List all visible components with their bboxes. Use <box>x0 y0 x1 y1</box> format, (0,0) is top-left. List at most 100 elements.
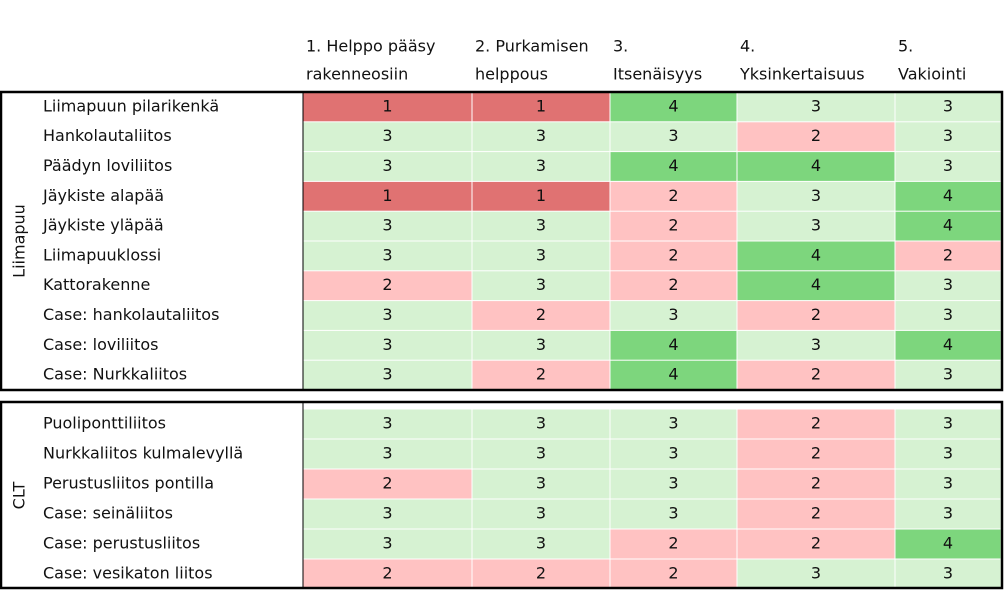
cell <box>737 360 895 390</box>
group-label: Liimapuu <box>10 204 29 278</box>
cell <box>472 241 610 271</box>
cell <box>895 92 1001 122</box>
cell <box>610 360 737 390</box>
cell <box>737 559 895 589</box>
cell <box>303 330 472 360</box>
cell <box>610 181 737 211</box>
cell <box>610 409 737 439</box>
cell-value: 3 <box>536 444 546 463</box>
cell-value: 1 <box>536 96 546 115</box>
column-header: 4. <box>740 37 755 56</box>
column-header: helppous <box>475 65 548 84</box>
cell-value: 3 <box>943 564 953 583</box>
cell <box>303 181 472 211</box>
cell-value: 2 <box>811 414 821 433</box>
cell <box>303 360 472 390</box>
cell-value: 3 <box>382 365 392 384</box>
cell-value: 3 <box>668 504 678 523</box>
cell-value: 4 <box>943 186 953 205</box>
cell-value: 3 <box>943 275 953 294</box>
cell-value: 3 <box>382 444 392 463</box>
cell <box>895 152 1001 181</box>
cell-value: 2 <box>668 275 678 294</box>
cell-value: 4 <box>811 275 821 294</box>
cell <box>610 92 737 122</box>
cell <box>895 559 1001 589</box>
cell-value: 1 <box>382 186 392 205</box>
cell <box>472 92 610 122</box>
cell-value: 3 <box>811 96 821 115</box>
cell <box>303 241 472 271</box>
cell-value: 3 <box>668 444 678 463</box>
cell <box>303 301 472 330</box>
cell <box>737 330 895 360</box>
cell <box>737 499 895 529</box>
column-header: rakenneosiin <box>306 65 408 84</box>
cell-value: 3 <box>536 275 546 294</box>
cell <box>610 271 737 301</box>
cell-value: 3 <box>382 335 392 354</box>
cell-value: 3 <box>382 534 392 553</box>
cell-value: 2 <box>811 365 821 384</box>
row-label: Case: seinäliitos <box>43 504 173 523</box>
cell-value: 3 <box>382 126 392 145</box>
cell-value: 3 <box>382 414 392 433</box>
cell-value: 3 <box>668 126 678 145</box>
row-label: Liimapuuklossi <box>43 245 161 264</box>
cell-value: 3 <box>382 305 392 324</box>
cell-value: 1 <box>536 186 546 205</box>
cell-value: 3 <box>943 96 953 115</box>
row-label: Case: vesikaton liitos <box>43 564 213 583</box>
cell-value: 3 <box>811 186 821 205</box>
cell-value: 3 <box>536 126 546 145</box>
cell <box>472 469 610 499</box>
cell-value: 3 <box>811 216 821 235</box>
cell <box>472 529 610 559</box>
cell <box>472 122 610 152</box>
cell <box>472 409 610 439</box>
cell-value: 2 <box>811 534 821 553</box>
cell-value: 2 <box>811 126 821 145</box>
cell-value: 3 <box>943 156 953 175</box>
cell <box>610 330 737 360</box>
row-label: Puoliponttiliitos <box>43 414 166 433</box>
cell <box>737 241 895 271</box>
cell-value: 3 <box>668 414 678 433</box>
cell <box>895 360 1001 390</box>
cell <box>303 529 472 559</box>
row-label: Case: loviliitos <box>43 335 159 354</box>
cell <box>303 439 472 469</box>
cell <box>303 409 472 439</box>
cell <box>303 271 472 301</box>
cell-value: 4 <box>668 156 678 175</box>
cell <box>472 181 610 211</box>
row-label: Jäykiste yläpää <box>42 216 164 235</box>
cell-value: 4 <box>668 365 678 384</box>
column-header: Vakiointi <box>898 65 966 84</box>
cell <box>895 499 1001 529</box>
cell-value: 2 <box>668 216 678 235</box>
cell-value: 3 <box>536 245 546 264</box>
cell <box>737 439 895 469</box>
cell-value: 3 <box>943 444 953 463</box>
cell <box>472 439 610 469</box>
row-label: Case: perustusliitos <box>43 534 200 553</box>
cell <box>472 152 610 181</box>
cell <box>737 271 895 301</box>
cell <box>737 301 895 330</box>
cell-value: 2 <box>382 474 392 493</box>
cell <box>610 529 737 559</box>
cell <box>303 92 472 122</box>
cell <box>303 499 472 529</box>
cell <box>610 301 737 330</box>
group-border <box>0 90 1004 392</box>
cell-value: 4 <box>943 216 953 235</box>
row-label: Case: hankolautaliitos <box>43 305 219 324</box>
cell-value: 2 <box>536 564 546 583</box>
cell-value: 4 <box>811 245 821 264</box>
cell <box>895 330 1001 360</box>
row-label: Nurkkaliitos kulmalevyllä <box>43 444 243 463</box>
row-label: Jäykiste alapää <box>42 186 164 205</box>
cell-value: 3 <box>536 335 546 354</box>
cell <box>895 439 1001 469</box>
